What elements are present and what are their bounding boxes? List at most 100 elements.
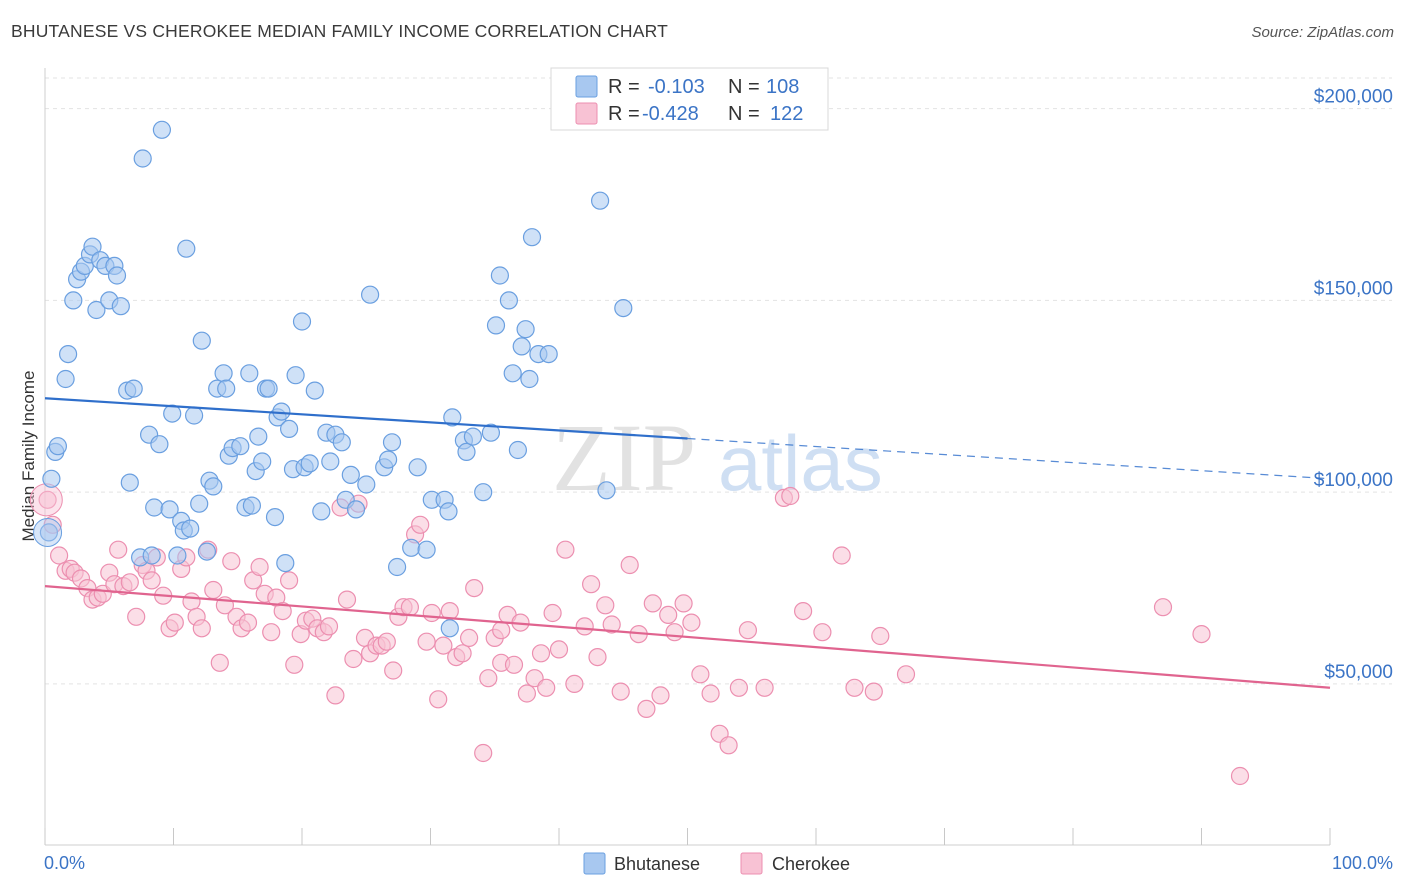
bhutanese-point (382, 433, 402, 452)
cherokee-point (611, 682, 630, 701)
cherokee-point (326, 686, 345, 705)
cherokee-point (1153, 598, 1173, 617)
y-tick-label: $50,000 (1324, 662, 1393, 683)
legend-r-label-1: R = (608, 76, 640, 98)
cherokee-point (813, 623, 832, 642)
cherokee-point (556, 540, 575, 559)
bhutanese-point (231, 437, 250, 456)
cherokee-point (651, 686, 670, 705)
bhutanese-trendline-solid (44, 397, 688, 440)
bhutanese-point (346, 500, 366, 519)
bhutanese-point (292, 312, 312, 331)
source-label: Source: ZipAtlas.com (1251, 24, 1394, 41)
cherokee-point (165, 613, 184, 632)
cherokee-point (109, 540, 128, 559)
bhutanese-point (379, 450, 398, 469)
bhutanese-point (417, 540, 436, 559)
cherokee-point (691, 665, 710, 684)
legend-swatch-bhutanese (575, 75, 598, 98)
series-legend: Bhutanese Cherokee (583, 852, 850, 875)
cherokee-point (588, 647, 607, 667)
bhutanese-point (185, 406, 204, 425)
cherokee-point (701, 684, 720, 703)
bhutanese-point (240, 364, 259, 383)
cherokee-points (29, 483, 1250, 786)
bhutanese-point (58, 345, 78, 364)
cherokee-point (665, 623, 684, 642)
cherokee-point (411, 515, 430, 534)
bhutanese-point (204, 477, 223, 496)
cherokee-point (871, 626, 890, 646)
cherokee-point (637, 699, 656, 719)
cherokee-point (602, 615, 621, 634)
bhutanese-point (150, 435, 169, 454)
bottom-legend-swatch-cherokee (740, 852, 763, 875)
bhutanese-point (120, 473, 139, 492)
bottom-legend-label-bhutanese: Bhutanese (614, 854, 700, 874)
bhutanese-point (152, 120, 171, 139)
cherokee-point (182, 592, 201, 611)
bhutanese-point (321, 452, 340, 471)
bhutanese-point (192, 331, 211, 350)
bhutanese-point (56, 369, 75, 389)
cherokee-point (222, 552, 241, 571)
y-tick-label: $100,000 (1314, 470, 1393, 491)
bhutanese-point (83, 237, 102, 256)
cherokee-point (262, 623, 281, 642)
legend-r-value-1: -0.103 (648, 76, 705, 98)
bhutanese-point (177, 239, 196, 258)
bhutanese-point (440, 619, 459, 638)
legend-r-label-2: R = (608, 103, 640, 125)
cherokee-point (896, 665, 916, 684)
y-axis-label: Median Family Income (19, 370, 38, 541)
trendlines (44, 397, 1331, 689)
bhutanese-point (87, 300, 106, 320)
bhutanese-point (312, 502, 331, 521)
bhutanese-point (474, 483, 493, 502)
cherokee-point (285, 655, 304, 674)
cherokee-point (1192, 624, 1211, 644)
cherokee-point (864, 682, 883, 701)
legend-n-label-1: N = (728, 76, 760, 98)
bhutanese-point (286, 366, 305, 385)
cherokee-point (565, 674, 584, 694)
bhutanese-point-large (33, 517, 63, 547)
bhutanese-point (508, 440, 528, 460)
bottom-legend-label-cherokee: Cherokee (772, 854, 850, 874)
bhutanese-point (181, 519, 200, 538)
bhutanese-point (145, 498, 164, 517)
bhutanese-point (242, 496, 261, 515)
bhutanese-points (33, 120, 633, 638)
cherokee-point (620, 555, 639, 575)
cherokee-point (344, 649, 363, 669)
bhutanese-point (341, 465, 360, 484)
legend-n-label-2: N = (728, 103, 760, 125)
cherokee-point (531, 644, 551, 663)
bhutanese-point (457, 442, 476, 461)
bhutanese-point (522, 228, 542, 247)
cherokee-point (384, 661, 403, 680)
bhutanese-point (64, 291, 83, 310)
chart-title: BHUTANESE VS CHEROKEE MEDIAN FAMILY INCO… (11, 21, 669, 41)
bhutanese-point (253, 452, 272, 471)
cherokee-point (238, 613, 258, 632)
cherokee-point (793, 601, 813, 621)
y-tick-label: $200,000 (1314, 87, 1393, 108)
watermark: ZIP atlas (552, 404, 883, 511)
cherokee-point (429, 690, 448, 709)
bhutanese-point (280, 419, 299, 438)
cherokee-point (575, 617, 594, 636)
cherokee-point (504, 655, 524, 674)
legend-n-value-1: 108 (766, 76, 799, 98)
bhutanese-point (142, 546, 161, 565)
cherokee-point (434, 636, 453, 655)
cherokee-trendline-solid (44, 585, 1331, 689)
cherokee-point (400, 598, 419, 617)
bhutanese-point (443, 408, 462, 427)
cherokee-point (38, 490, 57, 509)
bhutanese-point (539, 345, 558, 364)
bhutanese-point (512, 337, 531, 356)
cherokee-point (460, 628, 479, 648)
x-tick-labels: 0.0% 100.0% (44, 853, 1393, 873)
bhutanese-point (249, 427, 268, 446)
